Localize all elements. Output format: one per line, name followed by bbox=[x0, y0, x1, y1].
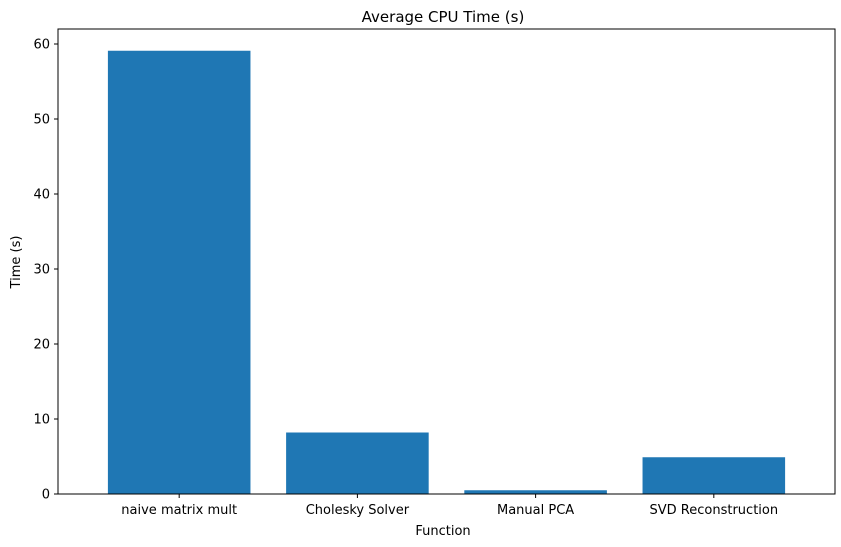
x-tick-label: naive matrix mult bbox=[121, 503, 237, 518]
y-axis-title: Time (s) bbox=[9, 236, 24, 290]
x-tick-label: Cholesky Solver bbox=[306, 503, 410, 518]
y-tick-label: 50 bbox=[33, 113, 50, 128]
plot-frame bbox=[57, 28, 836, 495]
x-axis-title: Function bbox=[415, 524, 470, 539]
bar bbox=[642, 457, 786, 494]
y-tick-label: 60 bbox=[33, 38, 50, 53]
bar bbox=[107, 50, 251, 494]
x-tick-label: Manual PCA bbox=[497, 503, 574, 518]
bar bbox=[464, 490, 607, 494]
y-axis-ticks: 0 10 20 30 40 50 60 bbox=[33, 38, 58, 503]
y-tick-label: 40 bbox=[33, 188, 50, 203]
bars bbox=[107, 50, 786, 494]
x-axis-ticks: naive matrix mult Cholesky Solver Manual P… bbox=[121, 494, 778, 518]
bar bbox=[286, 432, 429, 494]
y-tick-label: 30 bbox=[33, 263, 50, 278]
chart-title: Average CPU Time (s) bbox=[362, 8, 525, 26]
y-tick-label: 20 bbox=[33, 338, 50, 353]
y-tick-label: 10 bbox=[33, 413, 50, 428]
x-tick-label: SVD Reconstruction bbox=[650, 503, 779, 518]
y-tick-label: 0 bbox=[42, 488, 50, 503]
